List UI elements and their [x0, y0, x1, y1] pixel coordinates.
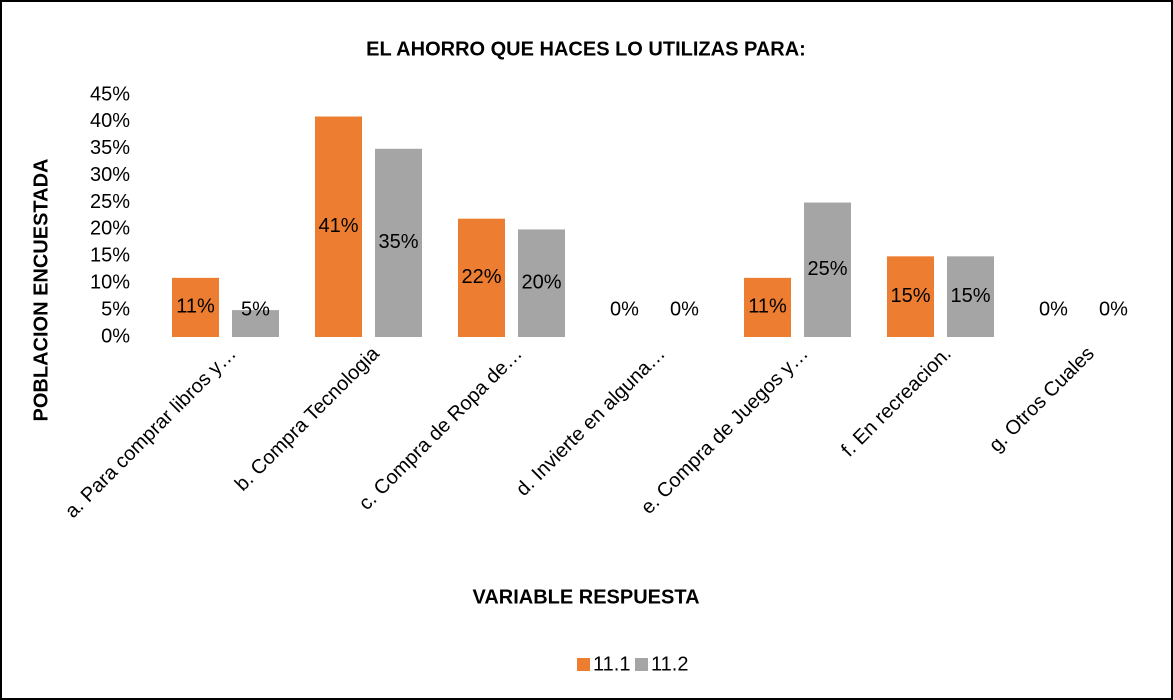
y-axis-title: POBLACION ENCUESTADA [30, 159, 52, 422]
data-label: 35% [378, 231, 418, 253]
y-tick-label: 40% [90, 110, 130, 132]
y-tick-label: 35% [90, 137, 130, 159]
data-label: 5% [241, 298, 270, 320]
data-label: 15% [950, 285, 990, 307]
y-tick-label: 5% [101, 298, 130, 320]
data-label: 0% [610, 298, 639, 320]
bar [458, 218, 505, 337]
bar [375, 148, 422, 337]
data-label: 22% [461, 266, 501, 288]
data-label: 25% [807, 258, 847, 280]
bar [947, 256, 994, 337]
y-tick-label: 25% [90, 191, 130, 213]
data-label: 0% [1039, 298, 1068, 320]
data-label: 15% [890, 285, 930, 307]
bar [232, 310, 279, 337]
data-label: 20% [521, 272, 561, 294]
legend-swatch [635, 658, 648, 671]
y-tick-label: 15% [90, 245, 130, 267]
y-tick-label: 20% [90, 218, 130, 240]
legend-label: 11.2 [651, 653, 688, 675]
bar [744, 277, 791, 337]
data-label: 0% [1099, 298, 1128, 320]
y-tick-label: 0% [101, 325, 130, 347]
data-label: 11% [176, 296, 215, 318]
bar [172, 277, 219, 337]
bar [518, 229, 565, 337]
y-tick-label: 30% [90, 164, 130, 186]
x-axis-title: VARIABLE RESPUESTA [472, 586, 699, 608]
legend-label: 11.1 [593, 653, 630, 675]
bar [804, 202, 851, 337]
y-tick-label: 45% [90, 83, 130, 105]
bar [315, 116, 362, 337]
data-label: 0% [670, 298, 699, 320]
data-label: 41% [318, 215, 358, 237]
legend-swatch [577, 658, 590, 671]
chart-title: EL AHORRO QUE HACES LO UTILIZAS PARA: [366, 38, 806, 60]
data-label: 11% [748, 296, 787, 318]
bar [887, 256, 934, 337]
y-tick-label: 10% [90, 272, 130, 294]
